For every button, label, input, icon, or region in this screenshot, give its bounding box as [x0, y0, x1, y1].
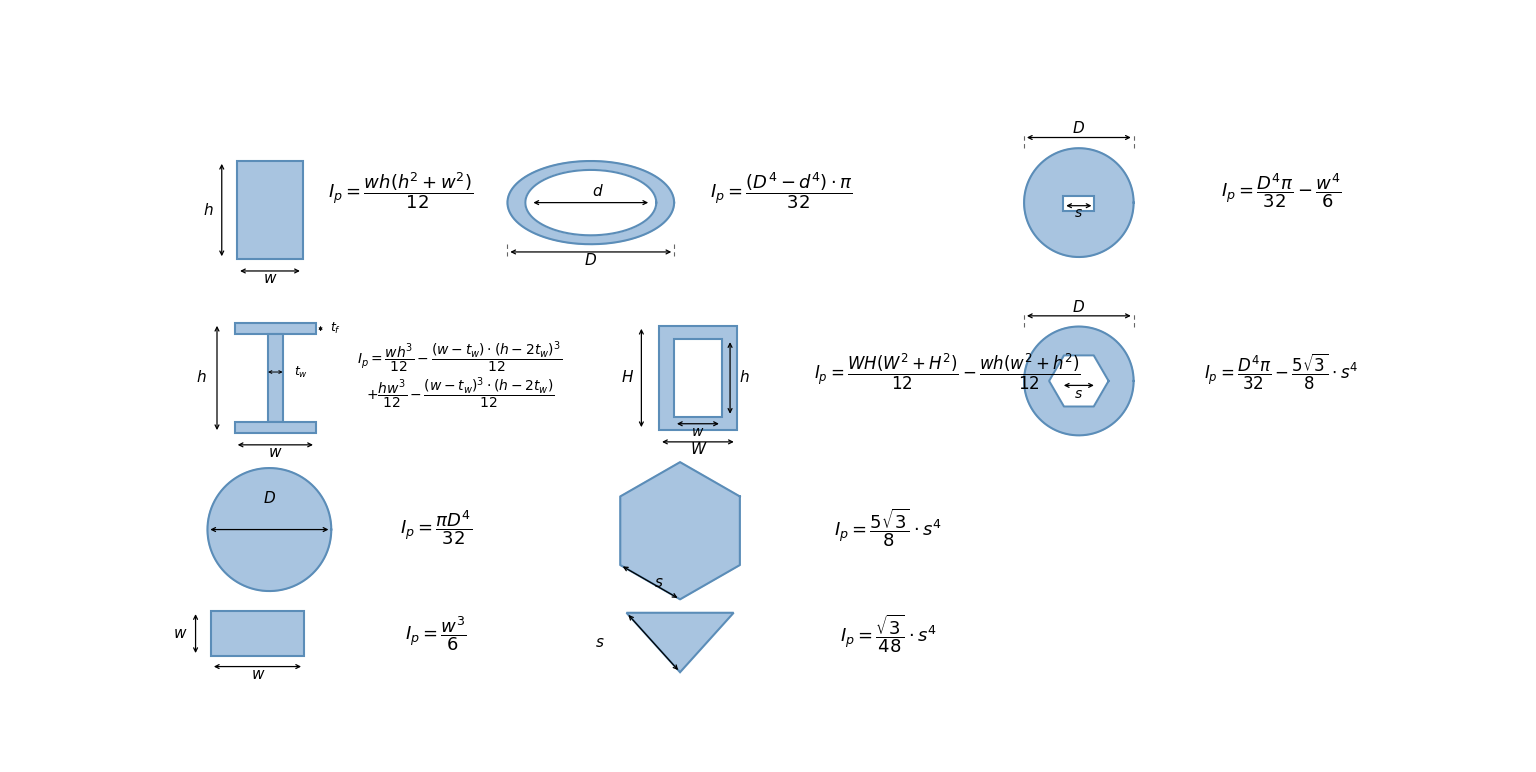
- Text: $+ \dfrac{hw^3}{12} - \dfrac{(w-t_w)^3\cdot(h-2t_w)}{12}$: $+ \dfrac{hw^3}{12} - \dfrac{(w-t_w)^3\c…: [366, 375, 554, 411]
- Text: s: s: [596, 635, 604, 650]
- Polygon shape: [507, 161, 674, 244]
- Text: $I_p = \dfrac{WH(W^2 + H^2)}{12} - \dfrac{wh(w^2 + h^2)}{12}$: $I_p = \dfrac{WH(W^2 + H^2)}{12} - \dfra…: [814, 352, 1081, 392]
- Text: s: s: [1075, 388, 1083, 401]
- Text: D: D: [585, 252, 596, 268]
- Text: $I_p = \dfrac{D^4\pi}{32} - \dfrac{w^4}{6}$: $I_p = \dfrac{D^4\pi}{32} - \dfrac{w^4}{…: [1221, 171, 1341, 210]
- Polygon shape: [621, 462, 740, 599]
- Polygon shape: [207, 468, 332, 591]
- Text: $I_p = \dfrac{\pi D^4}{32}$: $I_p = \dfrac{\pi D^4}{32}$: [399, 509, 472, 547]
- Text: w: w: [252, 667, 264, 682]
- Text: h: h: [204, 202, 214, 218]
- Text: D: D: [1074, 121, 1084, 136]
- FancyBboxPatch shape: [267, 334, 283, 422]
- Polygon shape: [1049, 355, 1109, 407]
- Text: w: w: [693, 425, 703, 439]
- Text: H: H: [622, 371, 633, 385]
- Polygon shape: [1025, 148, 1134, 257]
- FancyBboxPatch shape: [235, 422, 316, 433]
- Text: W: W: [690, 442, 705, 457]
- Polygon shape: [627, 613, 734, 672]
- FancyBboxPatch shape: [1063, 195, 1094, 211]
- Polygon shape: [525, 170, 656, 235]
- Text: $t_f$: $t_f$: [330, 321, 341, 336]
- Polygon shape: [1025, 327, 1134, 435]
- Text: h: h: [197, 371, 206, 385]
- Text: s: s: [1075, 206, 1083, 221]
- Text: $I_p = \dfrac{(D^4 - d^4) \cdot \pi}{32}$: $I_p = \dfrac{(D^4 - d^4) \cdot \pi}{32}…: [710, 171, 852, 211]
- Text: $I_p = \dfrac{w^3}{6}$: $I_p = \dfrac{w^3}{6}$: [406, 615, 467, 653]
- Text: $I_p = \dfrac{wh(h^2 + w^2)}{12}$: $I_p = \dfrac{wh(h^2 + w^2)}{12}$: [327, 171, 473, 211]
- FancyBboxPatch shape: [210, 611, 304, 656]
- Text: $I_p = \dfrac{5\sqrt{3}}{8} \cdot s^4$: $I_p = \dfrac{5\sqrt{3}}{8} \cdot s^4$: [834, 506, 943, 549]
- FancyBboxPatch shape: [674, 340, 722, 417]
- Text: D: D: [264, 491, 275, 506]
- Text: s: s: [654, 574, 662, 590]
- Text: d: d: [591, 185, 602, 199]
- Text: w: w: [269, 445, 281, 460]
- Text: w: w: [174, 626, 186, 641]
- Text: D: D: [1074, 300, 1084, 315]
- FancyBboxPatch shape: [235, 323, 316, 334]
- Text: $t_w$: $t_w$: [293, 364, 307, 380]
- Text: $I_p = \dfrac{D^4\pi}{32} - \dfrac{5\sqrt{3}}{8} \cdot s^4$: $I_p = \dfrac{D^4\pi}{32} - \dfrac{5\sqr…: [1204, 352, 1358, 392]
- Text: w: w: [264, 271, 276, 286]
- FancyBboxPatch shape: [659, 326, 737, 430]
- FancyBboxPatch shape: [237, 161, 303, 259]
- Text: h: h: [739, 371, 750, 385]
- Text: $I_p = \dfrac{\sqrt{3}}{48} \cdot s^4$: $I_p = \dfrac{\sqrt{3}}{48} \cdot s^4$: [840, 612, 937, 655]
- Text: $I_p = \dfrac{wh^3}{12} - \dfrac{(w-t_w)\cdot(h-2t_w)^3}{12}$: $I_p = \dfrac{wh^3}{12} - \dfrac{(w-t_w)…: [358, 340, 562, 375]
